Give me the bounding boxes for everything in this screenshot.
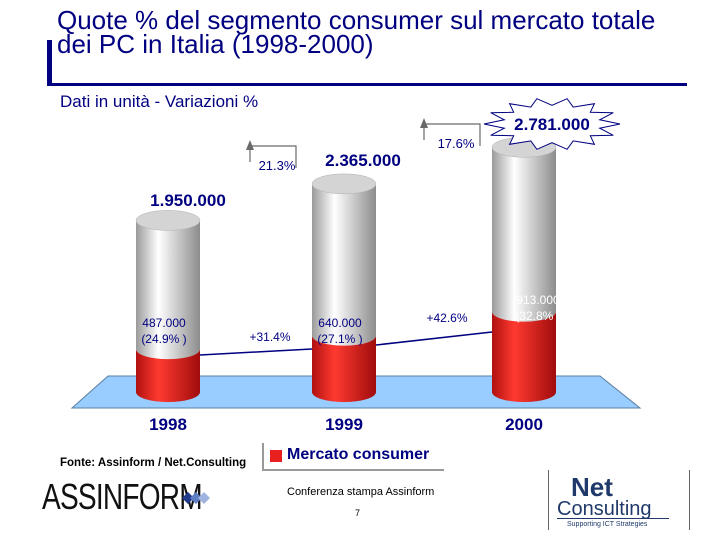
svg-text:Net: Net	[571, 472, 613, 502]
consumer-value-label: 640.000	[318, 316, 362, 330]
consumer-growth-label-1: +31.4%	[249, 330, 290, 344]
page-number: 7	[355, 508, 361, 518]
page-title: Quote % del segmento consumer sul mercat…	[57, 5, 656, 59]
consumer-growth-label-2: +42.6%	[426, 311, 467, 325]
total-bar-body	[492, 147, 556, 322]
legend-frame	[262, 443, 444, 471]
bar-2000: 2000 913.000 (32.8% )	[491, 137, 561, 434]
bar-top	[135, 210, 201, 231]
consumer-growth-line-2	[375, 331, 493, 346]
bar-1999: 1999 640.000 (27.1% )	[311, 173, 377, 434]
net-consulting-logo: Net Consulting Supporting ICT Strategies	[548, 470, 690, 530]
total-label-2000-starburst: 2.781.000	[483, 98, 621, 150]
category-label: 1999	[325, 415, 363, 434]
svg-text:Consulting: Consulting	[557, 498, 652, 520]
consumer-bar-body	[312, 335, 376, 402]
title-underline	[47, 83, 687, 86]
growth-total-1998-1999: 21.3%	[246, 140, 297, 174]
chart-subtitle: Dati in unità - Variazioni %	[60, 92, 259, 111]
consumer-share-label: (24.9% )	[141, 332, 186, 346]
category-label: 1998	[149, 415, 187, 434]
conference-label: Conferenza stampa Assinform	[287, 486, 435, 498]
legend-label: Mercato consumer	[287, 446, 430, 463]
total-label-1998: 1.950.000	[150, 191, 226, 210]
consumer-share-label: (32.8% )	[515, 309, 560, 323]
svg-text:17.6%: 17.6%	[438, 136, 475, 151]
total-bar-body	[312, 183, 376, 346]
svg-text:Supporting ICT Strategies: Supporting ICT Strategies	[567, 521, 648, 528]
category-label: 2000	[505, 415, 543, 434]
total-bar-body	[136, 220, 200, 360]
consumer-share-label: (27.1% )	[317, 332, 362, 346]
consumer-value-label: 487.000	[142, 316, 186, 330]
total-label-2000: 2.781.000	[514, 115, 590, 134]
growth-total-1999-2000: 17.6%	[420, 118, 481, 152]
source-note: Fonte: Assinform / Net.Consulting	[60, 457, 247, 469]
assinform-logo: ASSINFORM	[42, 476, 203, 517]
consumer-bar-body	[136, 349, 200, 402]
bar-1998: 1998 487.000 (24.9% )	[135, 210, 201, 434]
legend-swatch-consumer	[270, 450, 282, 462]
title-accent-bar	[47, 40, 52, 84]
consumer-bar-body	[492, 311, 556, 402]
svg-text:21.3%: 21.3%	[259, 158, 296, 173]
consumer-growth-line-1	[199, 348, 313, 356]
total-label-1999: 2.365.000	[325, 151, 401, 170]
assinform-diamonds-icon	[182, 492, 210, 504]
bar-top	[311, 173, 377, 195]
consumer-value-label: 913.000	[516, 293, 560, 307]
